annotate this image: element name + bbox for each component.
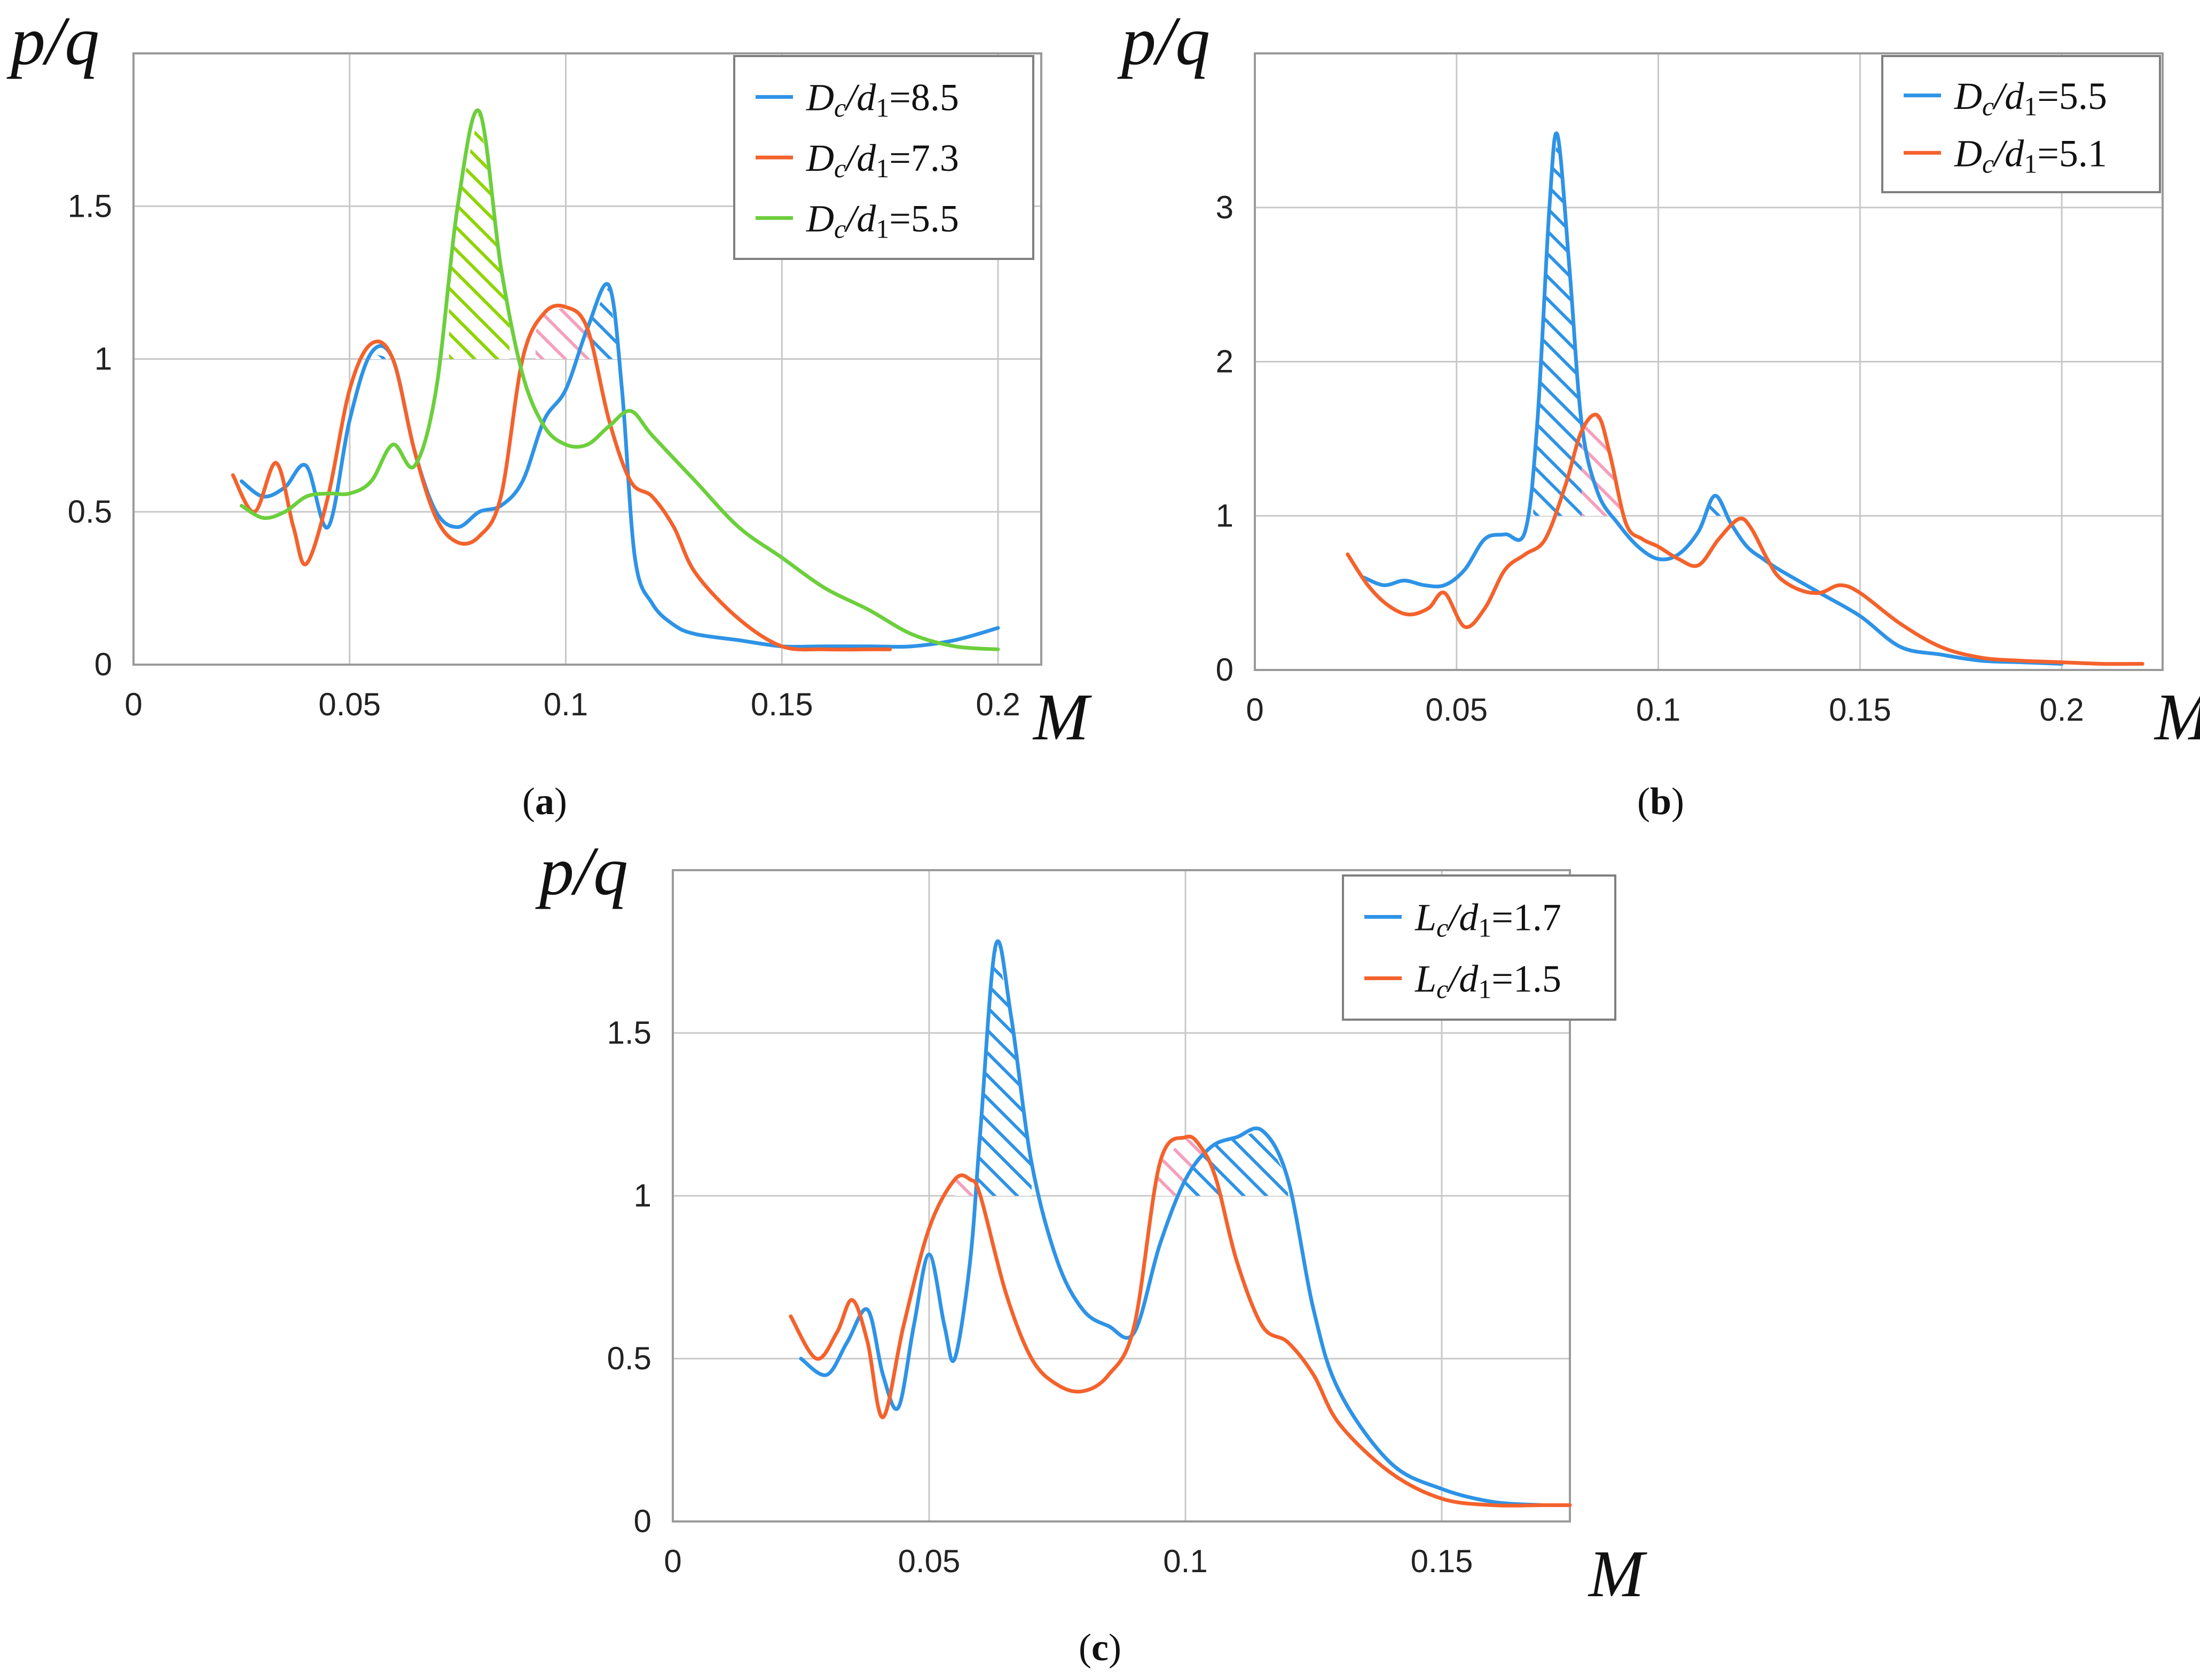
plot-frame bbox=[132, 52, 1042, 666]
x-tick-label: 0.15 bbox=[1411, 1543, 1473, 1579]
series-line bbox=[789, 1134, 1572, 1508]
plot-frame bbox=[672, 869, 1571, 1523]
chart-panel-b: 0 0.05 0.1 0.15 0.2 0 1 2 3 p/q M Dc/d1=5.5 Dc/d1=5.… bbox=[1117, 3, 2200, 823]
x-tick-label: 0.05 bbox=[898, 1543, 961, 1579]
panel-caption: (b) bbox=[1637, 780, 1684, 823]
hatched-area bbox=[955, 1179, 976, 1196]
x-tick-label: 0.2 bbox=[2039, 692, 2084, 728]
chart-panel-a: 0 0.05 0.1 0.15 0.2 0 0.5 1 1.5 p/q M Dc/d1=8.5 Dc/d… bbox=[6, 3, 1092, 823]
x-tick-label: 0.2 bbox=[976, 687, 1020, 722]
legend-box bbox=[1881, 55, 2161, 193]
y-tick-label: 1.5 bbox=[68, 188, 112, 224]
y-tick-label: 0.5 bbox=[68, 494, 112, 530]
series-line bbox=[1346, 413, 2144, 666]
x-tick-label: 0.05 bbox=[318, 687, 381, 722]
panel-caption: (c) bbox=[1079, 1626, 1121, 1669]
chart-panel-c: 0 0.05 0.1 0.15 0 0.5 1 1.5 p/q M Lc/d1=1.7 Lc/d1=1… bbox=[535, 833, 1647, 1669]
x-axis-title: M bbox=[1588, 1537, 1647, 1611]
hatched-area bbox=[1707, 495, 1723, 516]
legend-label: Lc/d1=1.7 bbox=[1415, 896, 1561, 943]
y-tick-label: 0 bbox=[95, 646, 112, 682]
series-line bbox=[239, 282, 1000, 649]
y-tick-label: 1 bbox=[634, 1178, 651, 1213]
series-line bbox=[1362, 131, 2064, 666]
x-tick-label: 0.1 bbox=[1163, 1543, 1207, 1579]
hatched-area bbox=[371, 353, 389, 359]
y-tick-label: 3 bbox=[1216, 190, 1233, 225]
legend-box bbox=[1342, 874, 1616, 1021]
y-tick-label: 0.5 bbox=[607, 1340, 651, 1376]
series-line bbox=[231, 303, 892, 652]
x-tick-label: 0 bbox=[124, 687, 142, 722]
hatched-area bbox=[592, 286, 622, 359]
y-tick-label: 2 bbox=[1216, 344, 1233, 380]
y-tick-label: 1 bbox=[1216, 498, 1233, 533]
x-tick-label: 0.15 bbox=[1829, 692, 1891, 728]
y-tick-label: 1.5 bbox=[607, 1015, 651, 1051]
x-axis-title: M bbox=[1032, 681, 1092, 754]
x-tick-label: 0.1 bbox=[544, 687, 588, 722]
series-line bbox=[799, 939, 1546, 1507]
x-tick-label: 0.1 bbox=[1636, 692, 1680, 728]
y-axis-title: p/q bbox=[6, 3, 99, 80]
hatched-area bbox=[970, 947, 1032, 1196]
legend-label: Dc/d1=8.5 bbox=[806, 76, 959, 123]
y-axis-title: p/q bbox=[1117, 3, 1210, 80]
x-tick-label: 0 bbox=[1246, 692, 1263, 728]
legend-label: Lc/d1=1.5 bbox=[1415, 958, 1561, 1004]
y-tick-label: 0 bbox=[1216, 652, 1233, 688]
y-tick-label: 0 bbox=[634, 1503, 651, 1539]
legend-label: Dc/d1=7.3 bbox=[806, 137, 959, 183]
plot-frame bbox=[1254, 52, 2164, 671]
panel-caption: (a) bbox=[522, 780, 567, 823]
hatched-area bbox=[449, 111, 510, 359]
x-tick-label: 0 bbox=[664, 1543, 681, 1579]
legend-label: Dc/d1=5.5 bbox=[806, 197, 959, 243]
x-axis-title: M bbox=[2154, 681, 2200, 754]
y-axis-title: p/q bbox=[535, 833, 628, 910]
x-tick-label: 0.15 bbox=[751, 687, 813, 722]
x-tick-label: 0.05 bbox=[1425, 692, 1488, 728]
legend-label: Dc/d1=5.5 bbox=[1954, 75, 2107, 121]
series-line bbox=[239, 108, 1000, 651]
y-tick-label: 1 bbox=[95, 341, 112, 377]
legend-label: Dc/d1=5.1 bbox=[1954, 132, 2107, 178]
hatched-area bbox=[1180, 1131, 1288, 1196]
